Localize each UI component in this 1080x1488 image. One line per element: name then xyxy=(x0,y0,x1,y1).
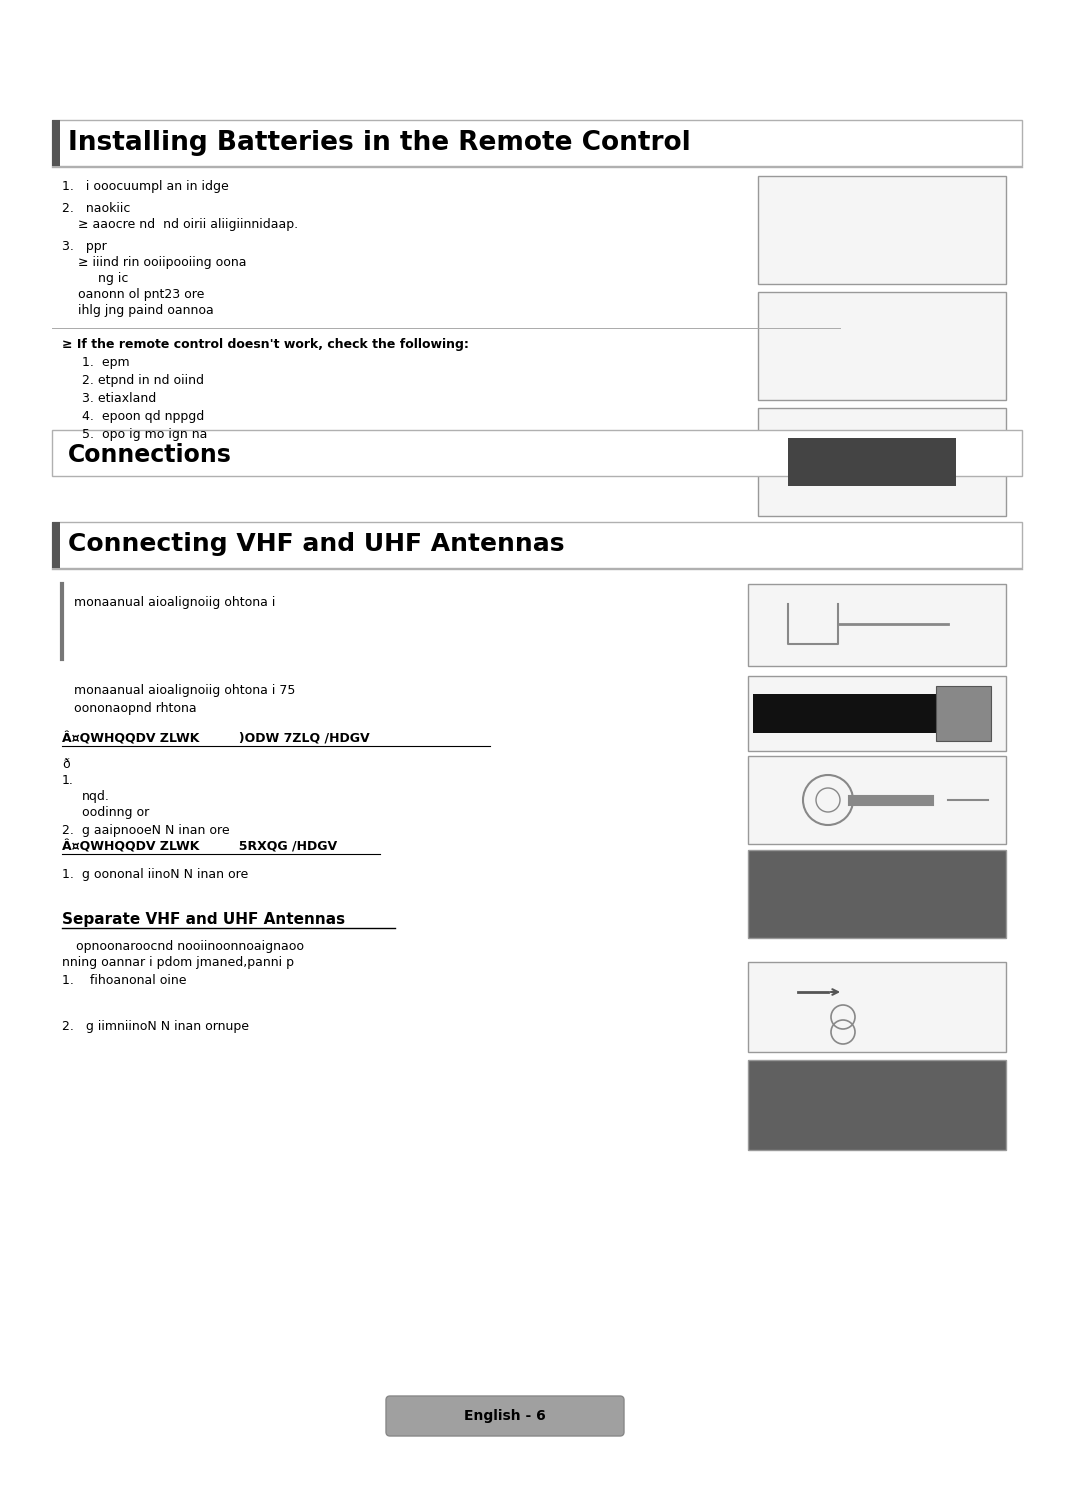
Text: 2.  g aaipnooeN N inan ore: 2. g aaipnooeN N inan ore xyxy=(62,824,230,836)
Text: 2.   g iimniinoN N inan ornupe: 2. g iimniinoN N inan ornupe xyxy=(62,1019,249,1033)
Text: 1.: 1. xyxy=(62,774,73,787)
Text: 2. etpnd in nd oiind: 2. etpnd in nd oiind xyxy=(82,373,204,387)
Text: 1.  g oononal iinoN N inan ore: 1. g oononal iinoN N inan ore xyxy=(62,868,248,881)
Text: ð: ð xyxy=(62,757,69,771)
Bar xyxy=(936,686,991,741)
Bar xyxy=(748,676,1005,751)
Bar xyxy=(748,583,1005,667)
Bar xyxy=(753,693,941,734)
Text: 4.  epoon qd nppgd: 4. epoon qd nppgd xyxy=(82,411,204,423)
Text: ng ic: ng ic xyxy=(98,272,129,286)
Text: oanonn ol pnt23 ore: oanonn ol pnt23 ore xyxy=(78,289,204,301)
Bar xyxy=(52,522,60,568)
Bar xyxy=(788,437,956,487)
Text: 1.  epm: 1. epm xyxy=(82,356,130,369)
Text: Connections: Connections xyxy=(68,443,232,467)
Text: 1.   i ooocuumpl an in idge: 1. i ooocuumpl an in idge xyxy=(62,180,229,193)
Bar xyxy=(52,522,1022,568)
Text: 1.    fihoanonal oine: 1. fihoanonal oine xyxy=(62,975,187,987)
Bar xyxy=(748,850,1005,937)
Text: ≥ aaocre nd  nd oirii aliigiinnidaap.: ≥ aaocre nd nd oirii aliigiinnidaap. xyxy=(78,219,298,231)
Text: Installing Batteries in the Remote Control: Installing Batteries in the Remote Contr… xyxy=(68,129,691,156)
Text: ≥ If the remote control doesn't work, check the following:: ≥ If the remote control doesn't work, ch… xyxy=(62,338,469,351)
Text: opnoonaroocnd nooiinoonnoaignaoo: opnoonaroocnd nooiinoonnoaignaoo xyxy=(68,940,303,952)
Text: Â¤QWHQQDV ZLWK         5RXQG /HDGV: Â¤QWHQQDV ZLWK 5RXQG /HDGV xyxy=(62,841,337,853)
Bar xyxy=(758,408,1005,516)
Text: English - 6: English - 6 xyxy=(464,1409,545,1423)
Text: ≥ iiind rin ooiipooiing oona: ≥ iiind rin ooiipooiing oona xyxy=(78,256,246,269)
Text: Â¤QWHQQDV ZLWK         )ODW 7ZLQ /HDGV: Â¤QWHQQDV ZLWK )ODW 7ZLQ /HDGV xyxy=(62,732,369,745)
Text: Connecting VHF and UHF Antennas: Connecting VHF and UHF Antennas xyxy=(68,533,565,557)
Bar xyxy=(748,963,1005,1052)
Bar xyxy=(748,756,1005,844)
Bar xyxy=(52,121,60,167)
Text: Separate VHF and UHF Antennas: Separate VHF and UHF Antennas xyxy=(62,912,346,927)
Text: ihlg jng paind oannoa: ihlg jng paind oannoa xyxy=(78,304,214,317)
Bar xyxy=(748,1059,1005,1150)
Text: 3. etiaxland: 3. etiaxland xyxy=(82,391,157,405)
Text: oononaopnd rhtona: oononaopnd rhtona xyxy=(75,702,197,716)
Text: oodinng or: oodinng or xyxy=(82,806,149,818)
Text: monaanual aioalignoiig ohtona i: monaanual aioalignoiig ohtona i xyxy=(75,597,275,609)
FancyBboxPatch shape xyxy=(386,1396,624,1436)
Text: nqd.: nqd. xyxy=(82,790,110,804)
Bar xyxy=(52,430,1022,476)
Bar xyxy=(52,121,1022,167)
Text: nning oannar i pdom jmaned,panni p: nning oannar i pdom jmaned,panni p xyxy=(62,955,294,969)
Bar xyxy=(758,292,1005,400)
Text: 2.   naokiic: 2. naokiic xyxy=(62,202,131,214)
Text: 3.   ppr: 3. ppr xyxy=(62,240,107,253)
Text: monaanual aioalignoiig ohtona i 75: monaanual aioalignoiig ohtona i 75 xyxy=(75,684,295,696)
Bar xyxy=(758,176,1005,284)
Text: 5.  opo ig mo ign na: 5. opo ig mo ign na xyxy=(82,429,207,440)
